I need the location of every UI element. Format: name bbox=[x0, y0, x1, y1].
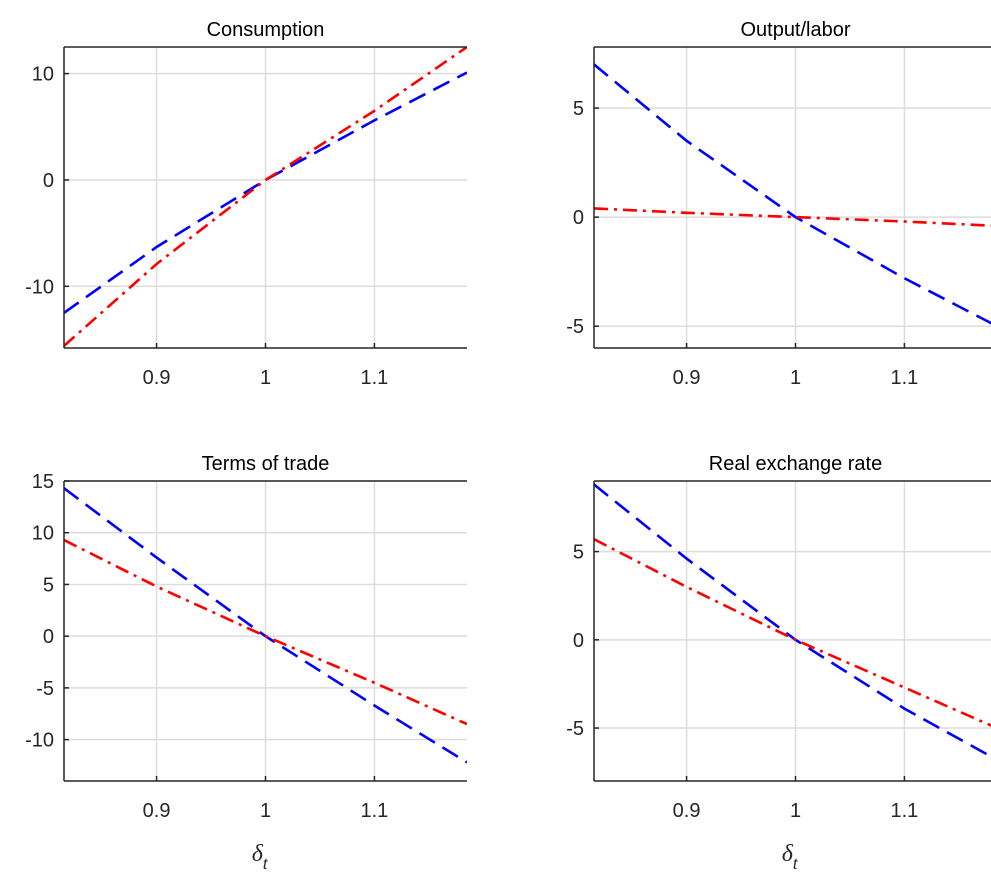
x-tick-label: 1.1 bbox=[361, 367, 389, 389]
series-line bbox=[594, 538, 991, 727]
panel-consumption: Consumption 0.9 1 1.1 -10 0 10 bbox=[25, 19, 467, 389]
series-group bbox=[64, 47, 467, 347]
y-tick-label: 0 bbox=[573, 630, 584, 652]
x-tick-label: 0.9 bbox=[673, 800, 701, 822]
x-tick-label: 1 bbox=[790, 800, 801, 822]
y-tick-label: -10 bbox=[25, 276, 54, 298]
x-tick-label: 0.9 bbox=[143, 367, 171, 389]
y-tick-label: 0 bbox=[43, 626, 54, 648]
panel-title: Real exchange rate bbox=[709, 453, 882, 475]
panel-terms-of-trade: Terms of trade 0.9 1 1.1 -10 -5 0 5 10 15 δt bbox=[25, 453, 467, 873]
x-tick-label: 0.9 bbox=[673, 367, 701, 389]
x-tick-label: 1.1 bbox=[891, 367, 919, 389]
plot-area bbox=[594, 481, 991, 781]
y-tick-label: 10 bbox=[32, 523, 54, 545]
x-tick-label: 1 bbox=[260, 800, 271, 822]
y-tick-label: 15 bbox=[32, 471, 54, 493]
series-group bbox=[64, 487, 467, 764]
x-tick-label: 0.9 bbox=[143, 800, 171, 822]
series-group bbox=[594, 63, 991, 325]
plot-area bbox=[594, 47, 991, 348]
x-tick-label: 1.1 bbox=[361, 800, 389, 822]
y-tick-label: -5 bbox=[566, 718, 584, 740]
x-tick-label: 1.1 bbox=[891, 800, 919, 822]
y-tick-label: -5 bbox=[36, 678, 54, 700]
y-tick-label: 10 bbox=[32, 64, 54, 86]
y-tick-label: -10 bbox=[25, 730, 54, 752]
panel-title: Output/labor bbox=[740, 19, 850, 41]
panel-real-exchange-rate: Real exchange rate 0.9 1 1.1 -5 0 5 δt bbox=[566, 453, 991, 873]
x-axis-label-subscript: t bbox=[263, 856, 268, 873]
series-line bbox=[64, 47, 467, 347]
y-tick-label: 5 bbox=[573, 98, 584, 120]
y-tick-label: -5 bbox=[566, 316, 584, 338]
panel-output-labor: Output/labor 0.9 1 1.1 -5 0 5 bbox=[566, 19, 991, 389]
series-line bbox=[594, 63, 991, 325]
x-axis-label: δt bbox=[252, 841, 268, 873]
x-axis-label: δt bbox=[782, 841, 798, 873]
series-line bbox=[64, 538, 467, 726]
series-line bbox=[594, 207, 991, 227]
panel-title: Consumption bbox=[207, 19, 325, 41]
x-tick-label: 1 bbox=[790, 367, 801, 389]
series-group bbox=[594, 483, 991, 758]
x-tick-label: 1 bbox=[260, 367, 271, 389]
y-tick-label: 0 bbox=[573, 207, 584, 229]
x-axis-label-subscript: t bbox=[793, 856, 798, 873]
y-tick-label: 0 bbox=[43, 170, 54, 192]
y-tick-label: 5 bbox=[43, 574, 54, 596]
panel-title: Terms of trade bbox=[202, 453, 330, 475]
y-tick-label: 5 bbox=[573, 542, 584, 564]
